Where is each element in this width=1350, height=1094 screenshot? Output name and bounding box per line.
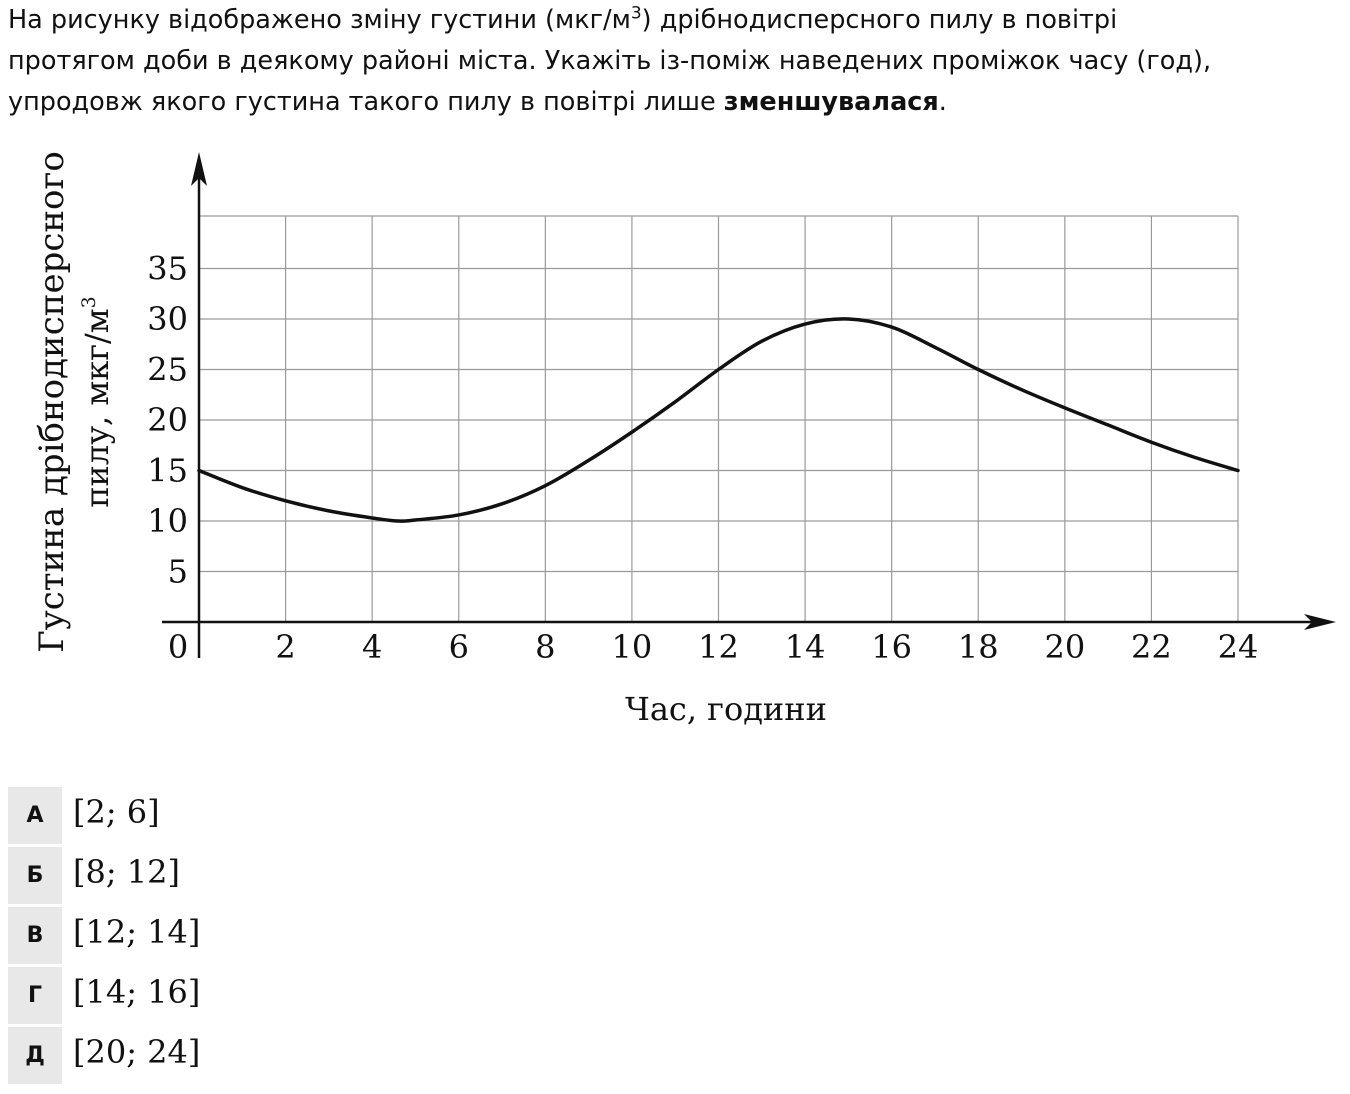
y-axis-label-2: пилу, мкг/м3: [78, 296, 116, 508]
svg-text:пилу, мкг/м3: пилу, мкг/м3: [78, 296, 116, 508]
y-axis-label: Густина дрібнодисперсного: [32, 151, 72, 653]
x-tick-label: 24: [1218, 628, 1259, 666]
y-tick-label: 15: [147, 452, 188, 490]
x-axis-arrow: [1304, 614, 1336, 630]
y-tick-label: 30: [147, 300, 188, 338]
chart-axes: [162, 152, 1336, 658]
y-axis-label-line-2: пилу, мкг/м: [78, 308, 116, 507]
y-axis-label-sup: 3: [78, 296, 100, 308]
emphasized-word: зменшувалася: [723, 87, 939, 117]
question-text: На рисунку відображено зміну густини (мк…: [8, 0, 1344, 123]
option-interval: [12; 14]: [73, 913, 201, 951]
option-letter: В: [8, 907, 62, 964]
option-interval: [14; 16]: [73, 973, 201, 1011]
x-tick-label: 8: [535, 628, 555, 666]
y-tick-label: 20: [147, 401, 188, 439]
chart-grid: [199, 215, 1239, 622]
series-line: [197, 317, 1240, 523]
x-axis-label: Час, години: [625, 690, 827, 728]
option-letter: А: [8, 787, 62, 844]
option-interval: [8; 12]: [73, 853, 180, 891]
x-tick-label: 22: [1131, 628, 1172, 666]
x-tick-label: 10: [612, 628, 653, 666]
option-letter: Б: [8, 847, 62, 904]
x-tick-label: 20: [1044, 628, 1085, 666]
option-interval: [2; 6]: [73, 793, 160, 831]
x-tick-label: 14: [785, 628, 826, 666]
y-axis-arrow: [191, 152, 207, 186]
option-letter: Г: [8, 967, 62, 1024]
x-tick-label: 18: [958, 628, 999, 666]
y-tick-label: 10: [147, 502, 188, 540]
question-line-1: На рисунку відображено зміну густини (мк…: [8, 3, 1118, 35]
question-line-3: упродовж якого густина такого пилу в пов…: [8, 87, 947, 117]
y-tick-label: 35: [147, 250, 188, 288]
option-interval: [20; 24]: [73, 1033, 201, 1071]
question-line-2: протягом доби в деякому районі міста. Ук…: [8, 46, 1212, 76]
option-letter: Д: [8, 1027, 62, 1084]
y-tick-label: 25: [147, 351, 188, 389]
y-axis-label-line-1: Густина дрібнодисперсного: [32, 151, 72, 653]
x-tick-label: 16: [871, 628, 912, 666]
y-tick-label: 5: [168, 553, 188, 591]
x-tick-label: 2: [275, 628, 295, 666]
x-tick-label: 12: [698, 628, 739, 666]
origin-label: 0: [168, 628, 188, 666]
x-tick-label: 6: [449, 628, 469, 666]
x-tick-label: 4: [362, 628, 382, 666]
